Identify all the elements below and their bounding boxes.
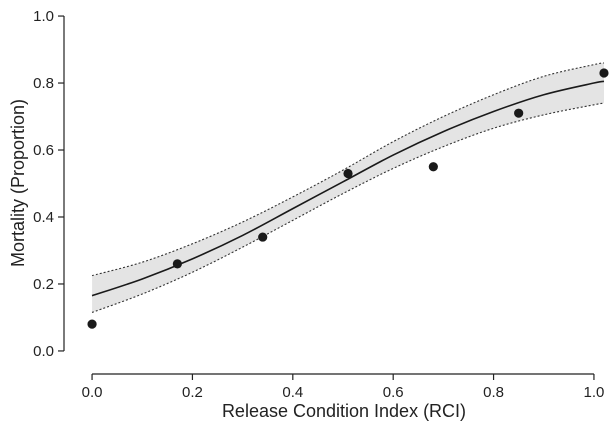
y-axis-title: Mortality (Proportion)	[8, 99, 28, 267]
data-point	[343, 168, 353, 179]
x-tick-label: 1.0	[584, 384, 605, 401]
x-tick-label: 0.8	[483, 384, 504, 401]
y-tick-label: 0.0	[33, 343, 54, 360]
y-tick-label: 0.4	[33, 209, 54, 226]
y-tick-label: 0.2	[33, 276, 54, 293]
data-point	[172, 259, 182, 269]
x-tick-label: 0.6	[383, 384, 404, 401]
y-tick-label: 0.8	[33, 75, 54, 92]
axes-layer: 0.0 0.2 0.4 0.6 0.8 1.0 0.0 0.2 0.4 0.6 0.8 1.0	[33, 8, 604, 401]
data-point	[599, 68, 609, 78]
data-points-layer	[87, 68, 609, 329]
confidence-band-area	[92, 62, 604, 313]
data-point	[514, 108, 524, 118]
confidence-band-upper	[91, 62, 605, 277]
data-point	[87, 319, 97, 329]
fit-curve-layer	[91, 80, 605, 297]
y-tick-label: 0.6	[33, 142, 54, 159]
x-tick-label: 0.4	[282, 384, 303, 401]
x-tick-label: 0.0	[82, 384, 103, 401]
fit-curve	[91, 80, 605, 297]
data-point	[258, 232, 268, 242]
y-tick-label: 1.0	[33, 8, 54, 25]
x-tick-label: 0.2	[182, 384, 203, 401]
data-point	[428, 162, 438, 172]
confidence-band-layer	[91, 62, 605, 313]
x-axis-title: Release Condition Index (RCI)	[222, 401, 466, 421]
